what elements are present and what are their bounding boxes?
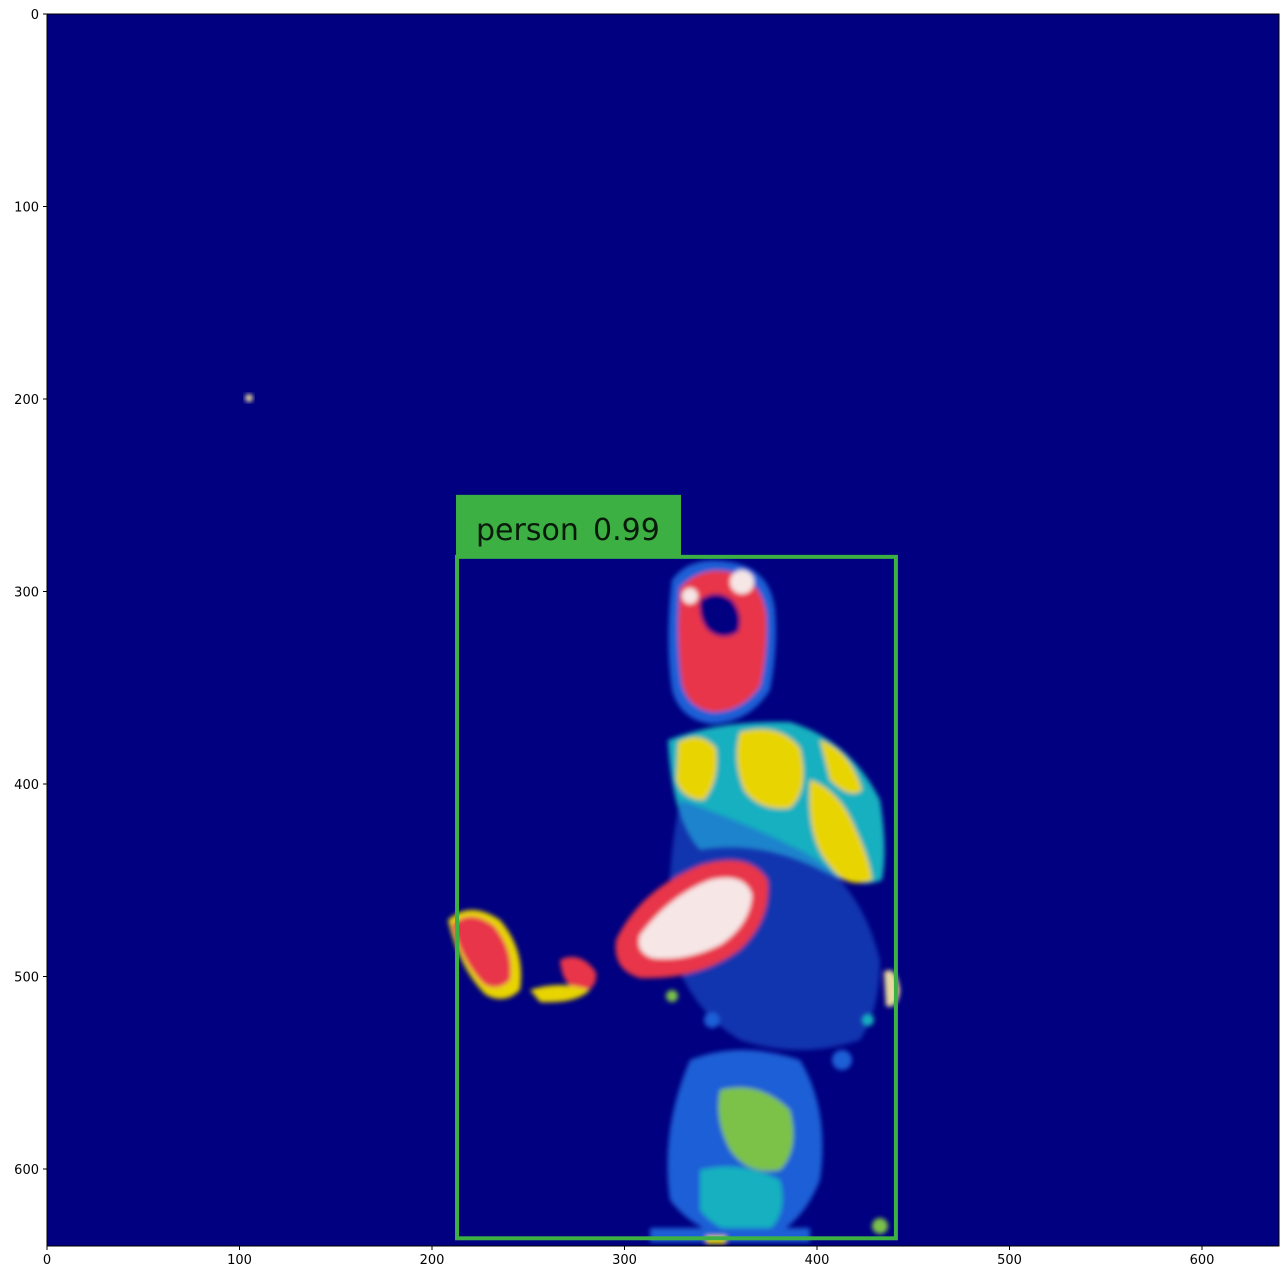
heat-wrist-yellow bbox=[530, 985, 590, 1003]
heat-shoulders-yellow-4 bbox=[820, 740, 862, 794]
detection-label-background bbox=[456, 494, 682, 557]
y-tick-label: 100 bbox=[14, 201, 39, 216]
x-tick-label: 400 bbox=[805, 1253, 830, 1268]
heat-shoulders-yellow-1 bbox=[676, 737, 717, 800]
heat-legs-green bbox=[718, 1087, 794, 1172]
x-tick-label: 100 bbox=[227, 1253, 252, 1268]
detection-class-label: person bbox=[476, 513, 579, 548]
image-background bbox=[47, 14, 1279, 1246]
axes-frame bbox=[46, 13, 1280, 1247]
heat-shoulders-yellow-2 bbox=[736, 729, 804, 809]
x-tick-label: 0 bbox=[43, 1253, 51, 1268]
y-tick-label: 600 bbox=[14, 1163, 39, 1178]
x-axis: 0 100 200 300 400 500 600 bbox=[43, 1246, 1215, 1268]
heat-shoulders-yellow-3 bbox=[809, 780, 872, 883]
heat-fragment-4 bbox=[666, 990, 678, 1002]
heat-arm-white bbox=[638, 877, 752, 959]
heat-fragment-1 bbox=[832, 1050, 852, 1070]
hot-spot-dot bbox=[245, 394, 253, 402]
heat-fragment-2 bbox=[862, 1014, 874, 1026]
heat-head-white-2 bbox=[682, 588, 698, 604]
heat-head-inner bbox=[699, 594, 740, 637]
y-tick-label: 200 bbox=[14, 393, 39, 408]
heat-finger-spot bbox=[560, 956, 597, 992]
heat-legs-cyan bbox=[700, 1166, 783, 1236]
x-tick-label: 200 bbox=[420, 1253, 445, 1268]
heat-fragment-3 bbox=[704, 1012, 720, 1028]
heat-fragment-5 bbox=[872, 1218, 888, 1234]
person-heat-signature bbox=[448, 560, 900, 1244]
x-tick-label: 500 bbox=[997, 1253, 1022, 1268]
detection: person 0.99 bbox=[455, 494, 898, 1241]
x-tick-label: 600 bbox=[1190, 1253, 1215, 1268]
y-tick-label: 500 bbox=[14, 971, 39, 986]
heat-hand-red bbox=[452, 916, 511, 988]
y-tick-label: 0 bbox=[31, 8, 39, 23]
x-tick-label: 300 bbox=[612, 1253, 637, 1268]
thermal-image bbox=[47, 14, 1279, 1246]
heat-head-white bbox=[730, 570, 754, 594]
y-tick-label: 400 bbox=[14, 778, 39, 793]
y-axis: 0 100 200 300 400 500 600 bbox=[14, 8, 47, 1178]
detection-confidence: 0.99 bbox=[593, 513, 660, 548]
y-tick-label: 300 bbox=[14, 586, 39, 601]
